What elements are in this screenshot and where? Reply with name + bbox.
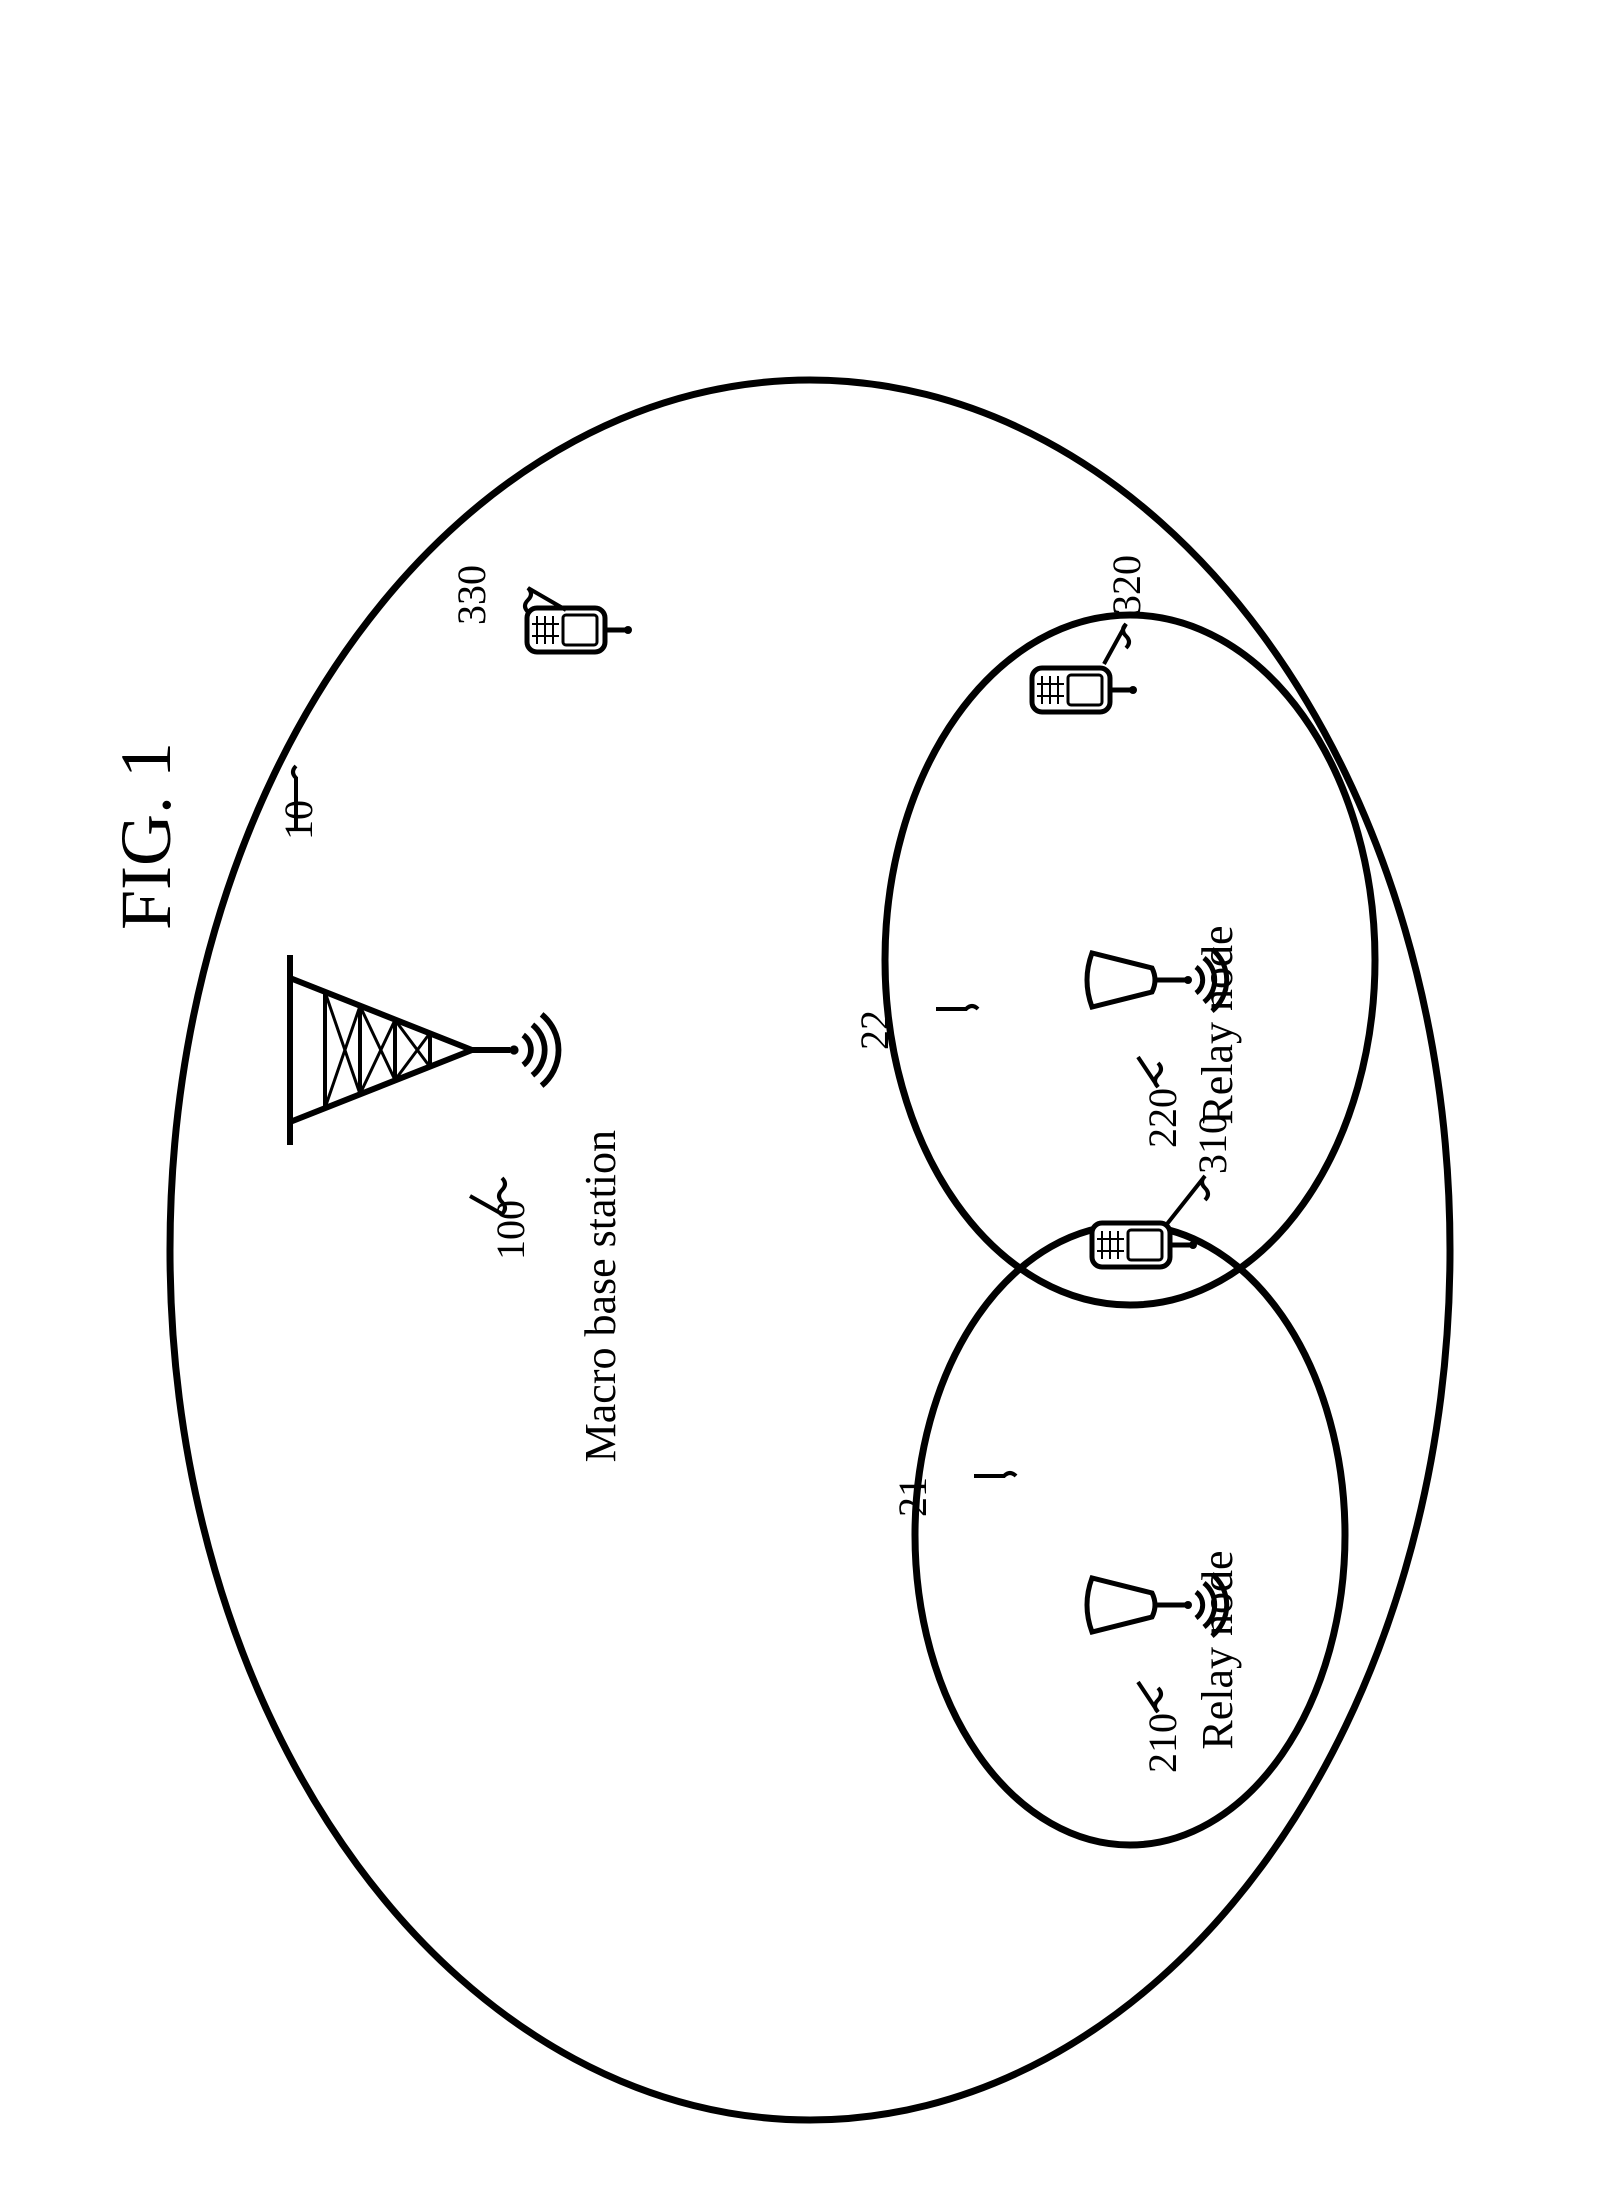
ref-22: 22 xyxy=(852,1010,897,1050)
ref-100: 100 xyxy=(488,1200,533,1260)
ref-310: 310 xyxy=(1190,1114,1235,1174)
ref-320: 320 xyxy=(1104,555,1149,615)
leader-220 xyxy=(1138,1057,1161,1087)
leader-310 xyxy=(1167,1176,1208,1224)
relay-cell-21-ellipse xyxy=(915,1225,1345,1845)
leader-22 xyxy=(936,1006,978,1009)
label-relay-node-2: Relay node xyxy=(1193,925,1242,1124)
ref-21: 21 xyxy=(890,1477,935,1517)
diagram-svg: FIG. 1 Macro base station Relay node Rel… xyxy=(0,0,1620,2195)
leader-210 xyxy=(1138,1682,1161,1712)
ue-330-icon xyxy=(527,608,632,652)
ref-10: 10 xyxy=(276,800,321,840)
ue-310-icon xyxy=(1092,1223,1197,1267)
ue-320-icon xyxy=(1032,668,1137,712)
label-macro-base-station: Macro base station xyxy=(576,1130,625,1462)
page-container: FIG. 1 Macro base station Relay node Rel… xyxy=(0,0,1620,2195)
ref-210: 210 xyxy=(1140,1713,1185,1773)
ref-220: 220 xyxy=(1140,1088,1185,1148)
leader-21 xyxy=(974,1473,1016,1476)
leader-320 xyxy=(1104,624,1129,664)
figure-title: FIG. 1 xyxy=(106,742,186,930)
macro-base-station-icon xyxy=(290,955,559,1145)
label-relay-node-1: Relay node xyxy=(1193,1550,1242,1749)
ref-330: 330 xyxy=(449,565,494,625)
